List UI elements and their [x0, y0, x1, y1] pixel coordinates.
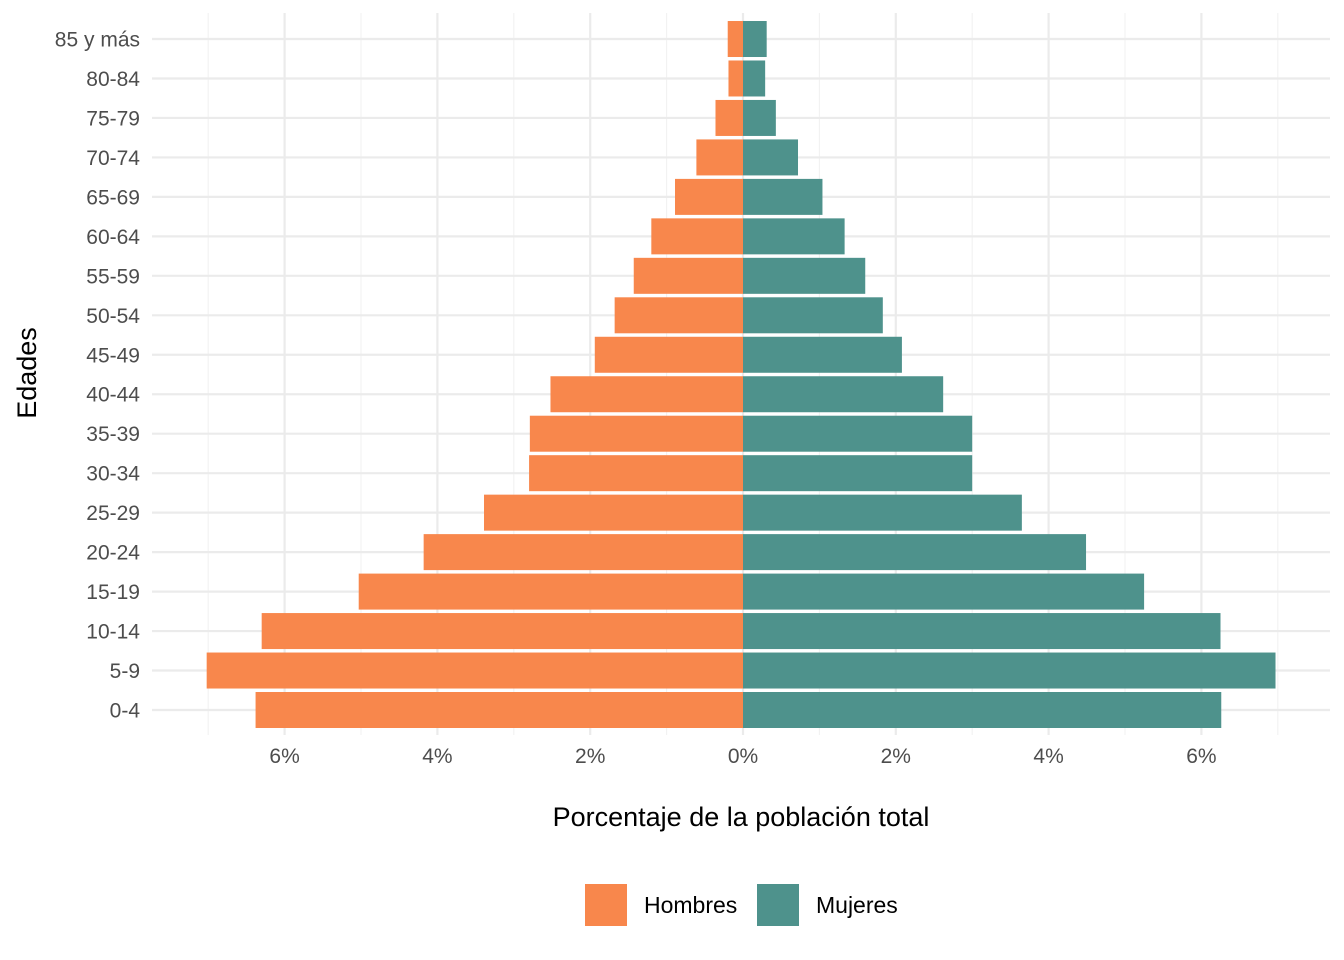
bar-hombres-45-49: [594, 336, 743, 373]
legend: Hombres Mujeres: [585, 884, 898, 926]
bar-hombres-35-39: [529, 415, 743, 452]
y-tick-label: 20-24: [86, 542, 140, 565]
x-tick-label: 0%: [728, 745, 758, 768]
bar-mujeres-10-14: [743, 613, 1221, 650]
legend-key-mujeres: [757, 884, 799, 926]
y-tick-label: 60-64: [86, 226, 140, 249]
bar-hombres-50-54: [614, 297, 743, 334]
bar-mujeres-55-59: [743, 257, 866, 294]
x-axis-tick-labels: 6% 4% 2% 0% 2% 4% 6%: [269, 745, 1216, 768]
y-tick-label: 25-29: [86, 502, 140, 525]
y-tick-label: 70-74: [86, 147, 140, 170]
x-tick-label: 6%: [1186, 745, 1216, 768]
y-tick-label: 45-49: [86, 344, 140, 367]
bar-mujeres-5-9: [743, 652, 1276, 689]
bar-hombres-60-64: [651, 218, 743, 255]
y-tick-label: 50-54: [86, 305, 140, 328]
bar-mujeres-50-54: [743, 297, 883, 334]
x-axis-title: Porcentaje de la población total: [553, 802, 930, 832]
y-tick-label: 65-69: [86, 186, 140, 209]
bar-hombres-40-44: [550, 376, 743, 413]
bar-mujeres-45-49: [743, 336, 902, 373]
bar-mujeres-40-44: [743, 376, 944, 413]
y-tick-label: 75-79: [86, 107, 140, 130]
x-tick-label: 4%: [1033, 745, 1063, 768]
legend-label-mujeres: Mujeres: [816, 892, 898, 918]
bar-hombres-80-84: [728, 60, 743, 97]
bar-mujeres-25-29: [743, 494, 1022, 531]
x-tick-label: 2%: [881, 745, 911, 768]
bar-mujeres-20-24: [743, 534, 1087, 571]
bar-mujeres-60-64: [743, 218, 845, 255]
bar-hombres-70-74: [696, 139, 743, 176]
bar-mujeres-85-y-más: [743, 21, 767, 58]
y-tick-label: 10-14: [86, 621, 140, 644]
y-tick-label: 55-59: [86, 265, 140, 288]
y-tick-label: 85 y más: [55, 29, 140, 52]
y-axis-tick-labels: 0-4 5-9 10-14 15-19 20-24 25-29 30-34 35-39 40-4…: [55, 29, 141, 723]
bar-mujeres-35-39: [743, 415, 973, 452]
bar-mujeres-80-84: [743, 60, 766, 97]
bar-mujeres-70-74: [743, 139, 799, 176]
y-tick-label: 40-44: [86, 384, 140, 407]
bar-mujeres-30-34: [743, 455, 973, 492]
bar-mujeres-65-69: [743, 178, 823, 215]
y-tick-label: 15-19: [86, 581, 140, 604]
y-tick-label: 30-34: [86, 463, 140, 486]
bar-hombres-75-79: [715, 99, 743, 136]
y-axis-title: Edades: [12, 327, 42, 419]
bar-hombres-55-59: [633, 257, 743, 294]
bar-hombres-25-29: [484, 494, 743, 531]
x-tick-label: 2%: [575, 745, 605, 768]
y-tick-label: 0-4: [110, 700, 141, 723]
y-tick-label: 5-9: [110, 660, 140, 683]
bar-hombres-15-19: [358, 573, 743, 610]
x-tick-label: 6%: [269, 745, 299, 768]
x-tick-label: 4%: [422, 745, 452, 768]
legend-label-hombres: Hombres: [644, 892, 737, 918]
bar-hombres-5-9: [206, 652, 743, 689]
bar-mujeres-15-19: [743, 573, 1145, 610]
y-tick-label: 80-84: [86, 68, 140, 91]
y-tick-label: 35-39: [86, 423, 140, 446]
bar-mujeres-0-4: [743, 692, 1222, 728]
bars: [206, 21, 1276, 728]
bar-hombres-65-69: [675, 178, 743, 215]
bar-hombres-0-4: [255, 692, 743, 728]
bar-mujeres-75-79: [743, 99, 776, 136]
bar-hombres-85-y-más: [727, 21, 743, 58]
bar-hombres-20-24: [423, 534, 743, 571]
bar-hombres-30-34: [529, 455, 743, 492]
bar-hombres-10-14: [261, 613, 743, 650]
legend-key-hombres: [585, 884, 627, 926]
